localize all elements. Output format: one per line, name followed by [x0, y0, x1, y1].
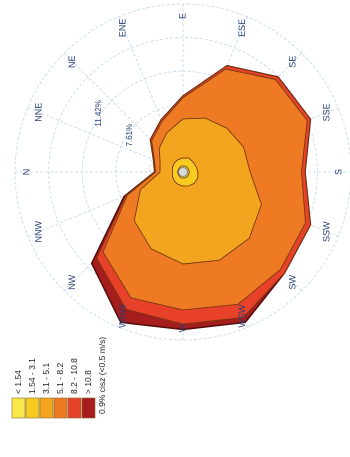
legend-label-5: 8.2 - 10.8	[69, 358, 79, 394]
direction-label-ssw: SSW	[321, 221, 331, 242]
legend-swatch-5	[67, 397, 82, 419]
direction-label-wnw: WNW	[118, 304, 128, 328]
direction-label-sse: SSE	[321, 103, 331, 121]
direction-label-w: W	[177, 323, 187, 332]
calm-marker	[178, 167, 188, 177]
legend-label-1: < 1.54	[13, 370, 23, 394]
ring-labels: 7.61% 11.42%	[94, 100, 134, 146]
grid-spoke	[63, 171, 184, 292]
legend-label-6: > 10.8	[83, 370, 93, 394]
direction-label-s: S	[333, 169, 343, 175]
direction-label-sw: SW	[288, 275, 298, 290]
direction-label-ene: ENE	[118, 19, 128, 38]
direction-label-wsw: WSW	[237, 304, 247, 327]
series-area-4	[133, 117, 262, 265]
legend-swatch-4	[53, 397, 68, 419]
legend-calm-note: 0.9% cisz (<0.5 m/s)	[97, 337, 107, 414]
legend-swatch-2	[25, 397, 40, 419]
legend-label-2: 1.54 - 3.1	[27, 358, 37, 394]
legend-swatch-3	[39, 397, 54, 419]
direction-labels: N NNE NE ENE E ESE SE SSE S SSW SW WSW W WNW NW NNW	[21, 13, 343, 332]
direction-label-ese: ESE	[237, 19, 247, 37]
grid-spoke	[63, 52, 184, 173]
ring-label-1: 7.61%	[125, 124, 134, 147]
legend-swatch-1	[11, 397, 26, 419]
legend-label-3: 3.1 - 5.1	[41, 363, 51, 394]
frequency-areas	[90, 65, 312, 331]
ring-label-2: 11.42%	[94, 100, 103, 127]
direction-label-ne: NE	[67, 55, 77, 68]
legend: < 1.54 1.54 - 3.1 3.1 - 5.1 5.1 - 8.2 8.2 - …	[11, 337, 107, 419]
direction-label-e: E	[177, 13, 187, 19]
direction-label-se: SE	[288, 56, 298, 68]
direction-label-nw: NW	[67, 274, 77, 289]
direction-label-nne: NNE	[33, 103, 43, 122]
grid-spoke	[182, 52, 303, 173]
legend-label-4: 5.1 - 8.2	[55, 363, 65, 394]
direction-label-nnw: NNW	[33, 220, 43, 242]
legend-swatch-6	[81, 397, 96, 419]
direction-label-n: N	[21, 169, 31, 176]
